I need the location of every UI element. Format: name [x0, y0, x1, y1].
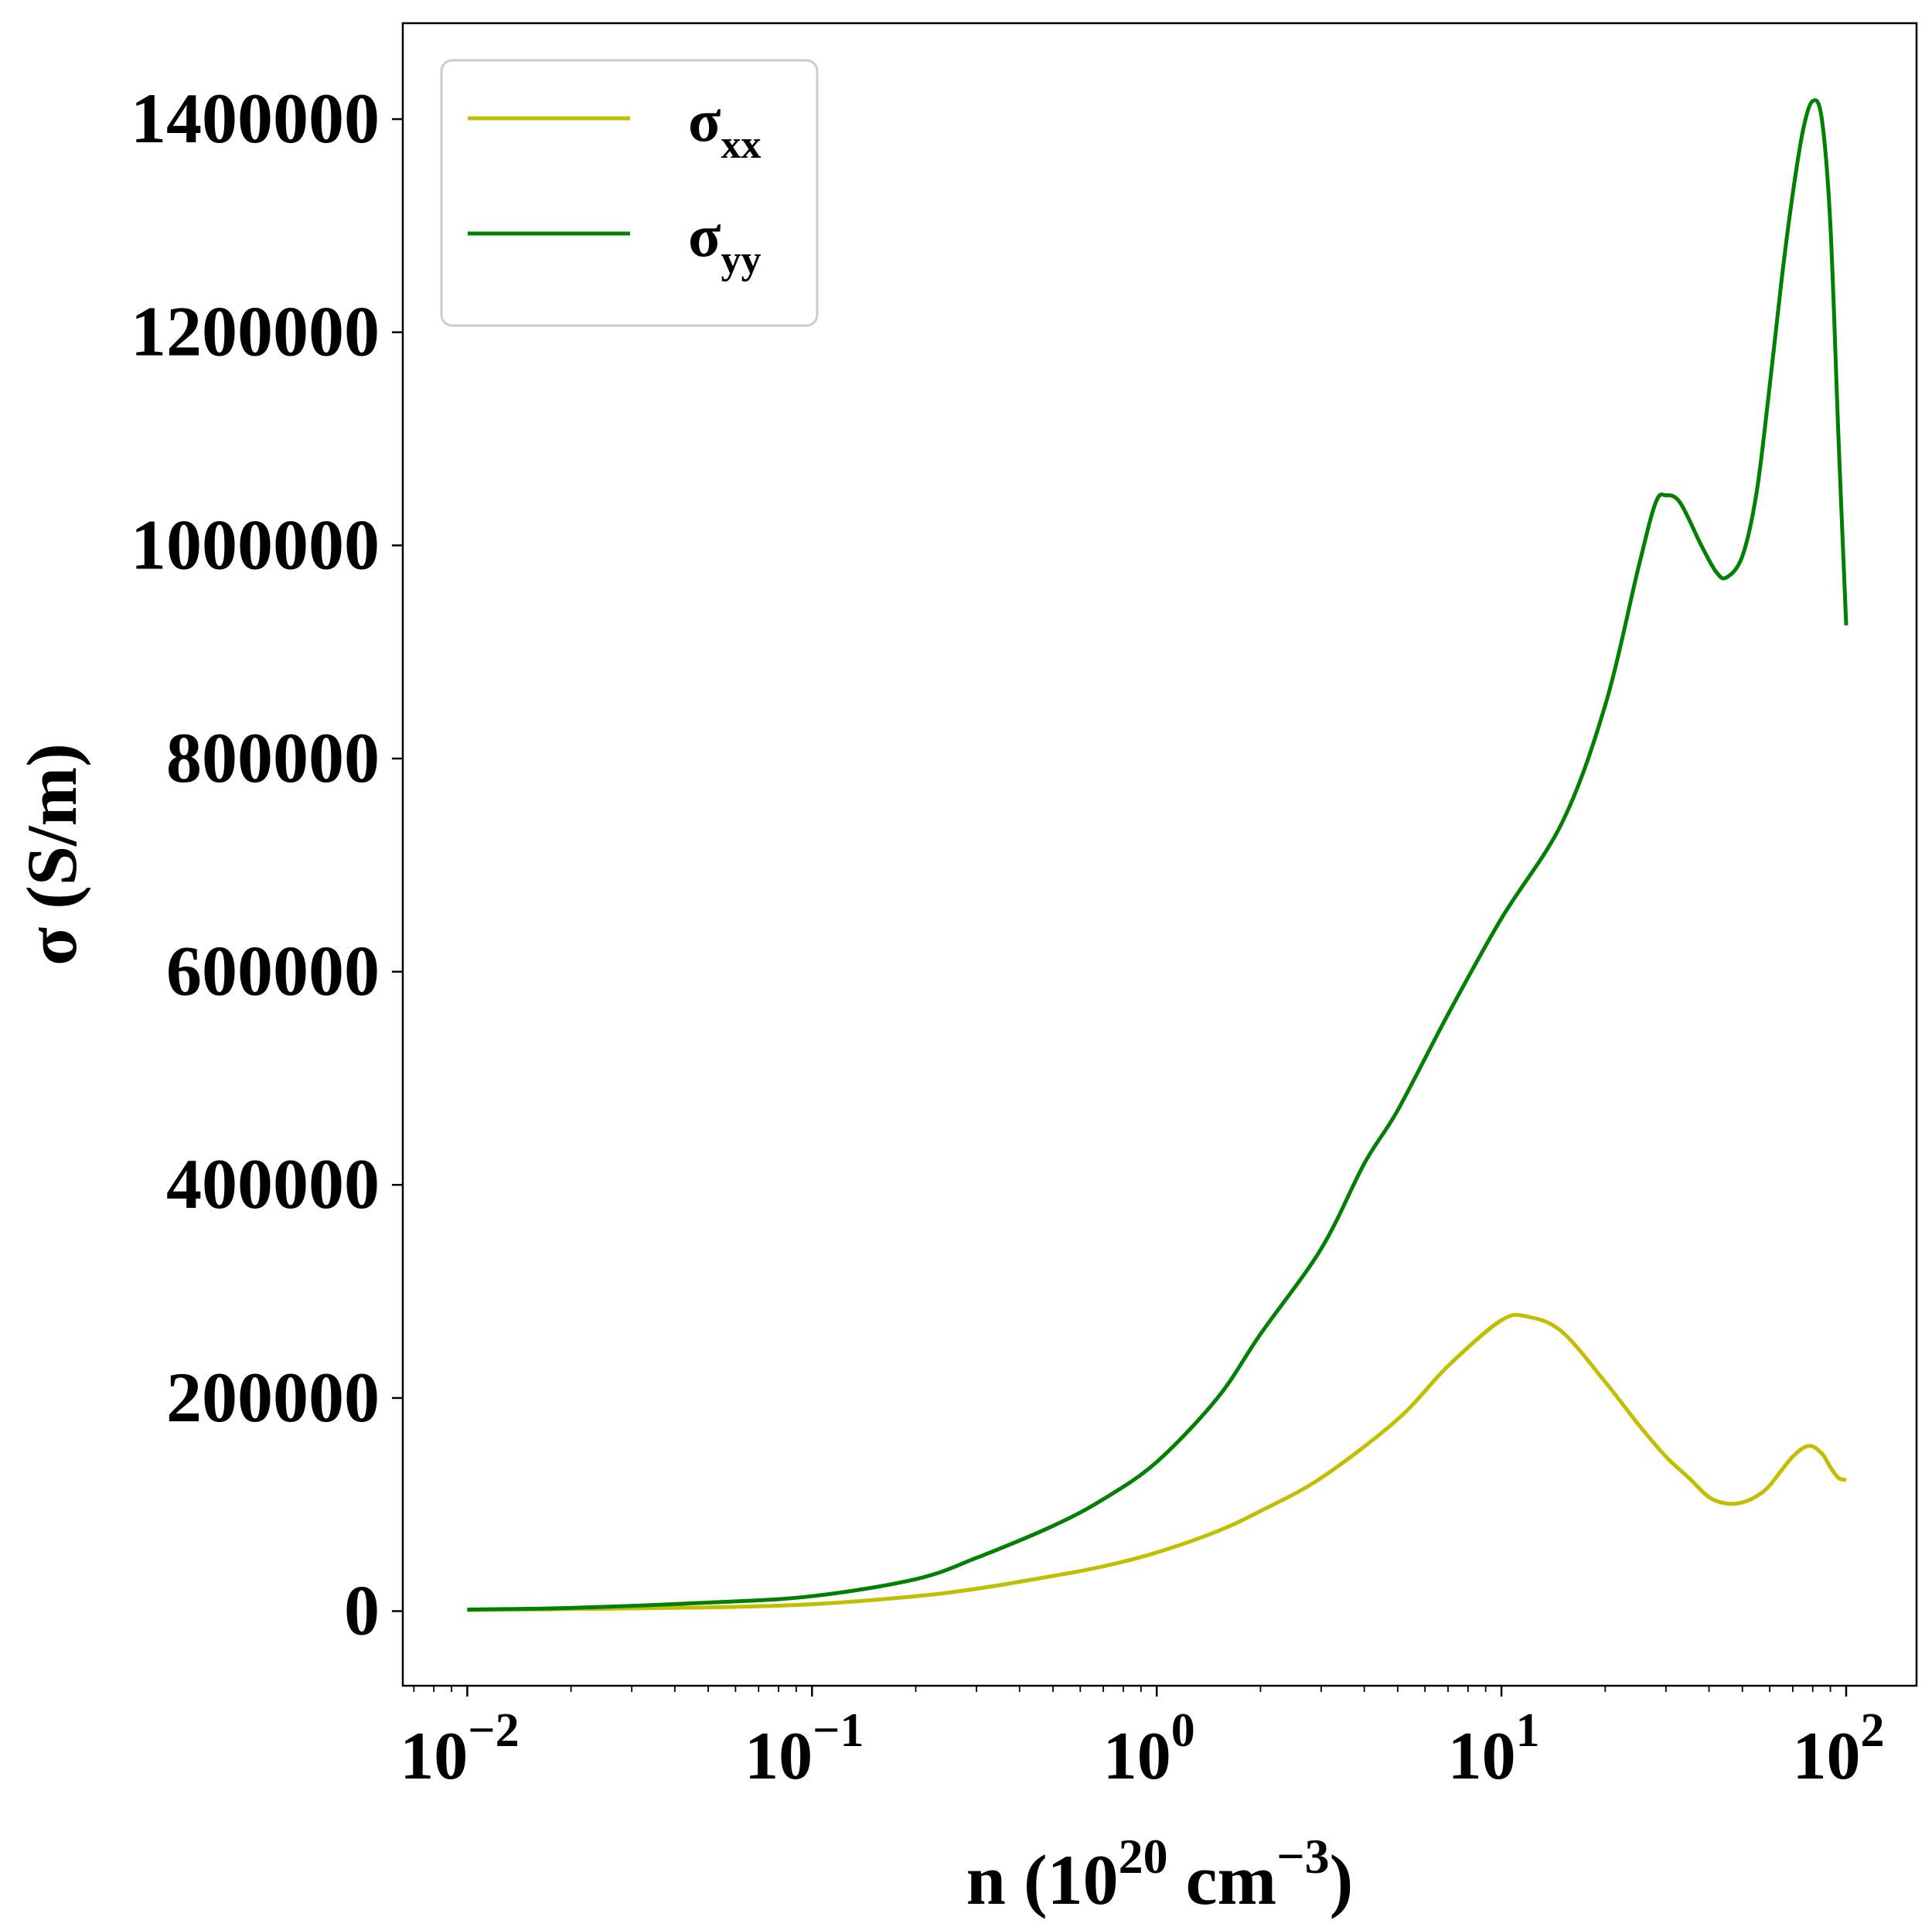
legend-label-sigma-xx-base: σ: [688, 87, 721, 154]
y-tick-label: 800000: [166, 718, 380, 797]
x-tick-label: 101: [1448, 1704, 1540, 1794]
x-tick-label: 100: [1103, 1704, 1195, 1794]
legend-label-sigma-xx: σxx: [688, 87, 761, 167]
x-axis-label-exponent-1: 20: [1119, 1829, 1168, 1884]
y-tick-label: 1400000: [131, 79, 380, 158]
x-axis-label-suffix: ): [1330, 1840, 1354, 1919]
legend-label-sigma-yy-sub: yy: [721, 238, 761, 282]
plot-frame: [401, 22, 1918, 1687]
x-axis-label-unit: cm: [1168, 1840, 1276, 1919]
x-ticks: 10−2 10−1 100 101 102: [400, 1686, 1884, 1794]
legend-label-sigma-yy-base: σ: [688, 202, 721, 269]
y-tick-label: 200000: [166, 1358, 380, 1437]
y-tick-label: 1200000: [131, 292, 380, 371]
y-tick-label: 0: [344, 1571, 380, 1650]
y-ticks: 0 200000 400000 600000 800000 1000000 1200000 1…: [131, 79, 403, 1650]
y-tick-label: 400000: [166, 1144, 380, 1223]
x-axis-label: n (1020 cm−3): [966, 1829, 1353, 1919]
x-axis-label-exponent-2: −3: [1276, 1829, 1329, 1884]
y-tick-label: 1000000: [131, 505, 380, 584]
series-line-sigma-xx: [467, 1312, 1847, 1612]
legend-label-sigma-xx-sub: xx: [721, 123, 761, 167]
x-tick-label: 10−2: [400, 1704, 519, 1794]
series-line-sigma-yy: [467, 98, 1849, 1612]
x-tick-label: 10−1: [745, 1704, 864, 1794]
y-tick-label: 600000: [166, 932, 380, 1011]
series-lines: [467, 98, 1849, 1612]
legend-box: [440, 59, 819, 327]
x-axis-label-prefix: n (10: [966, 1840, 1119, 1919]
x-tick-label: 102: [1792, 1704, 1884, 1794]
legend: σxx σyy: [440, 59, 819, 327]
y-axis-label: σ (S/m): [12, 743, 91, 966]
legend-label-sigma-yy: σyy: [688, 202, 761, 282]
